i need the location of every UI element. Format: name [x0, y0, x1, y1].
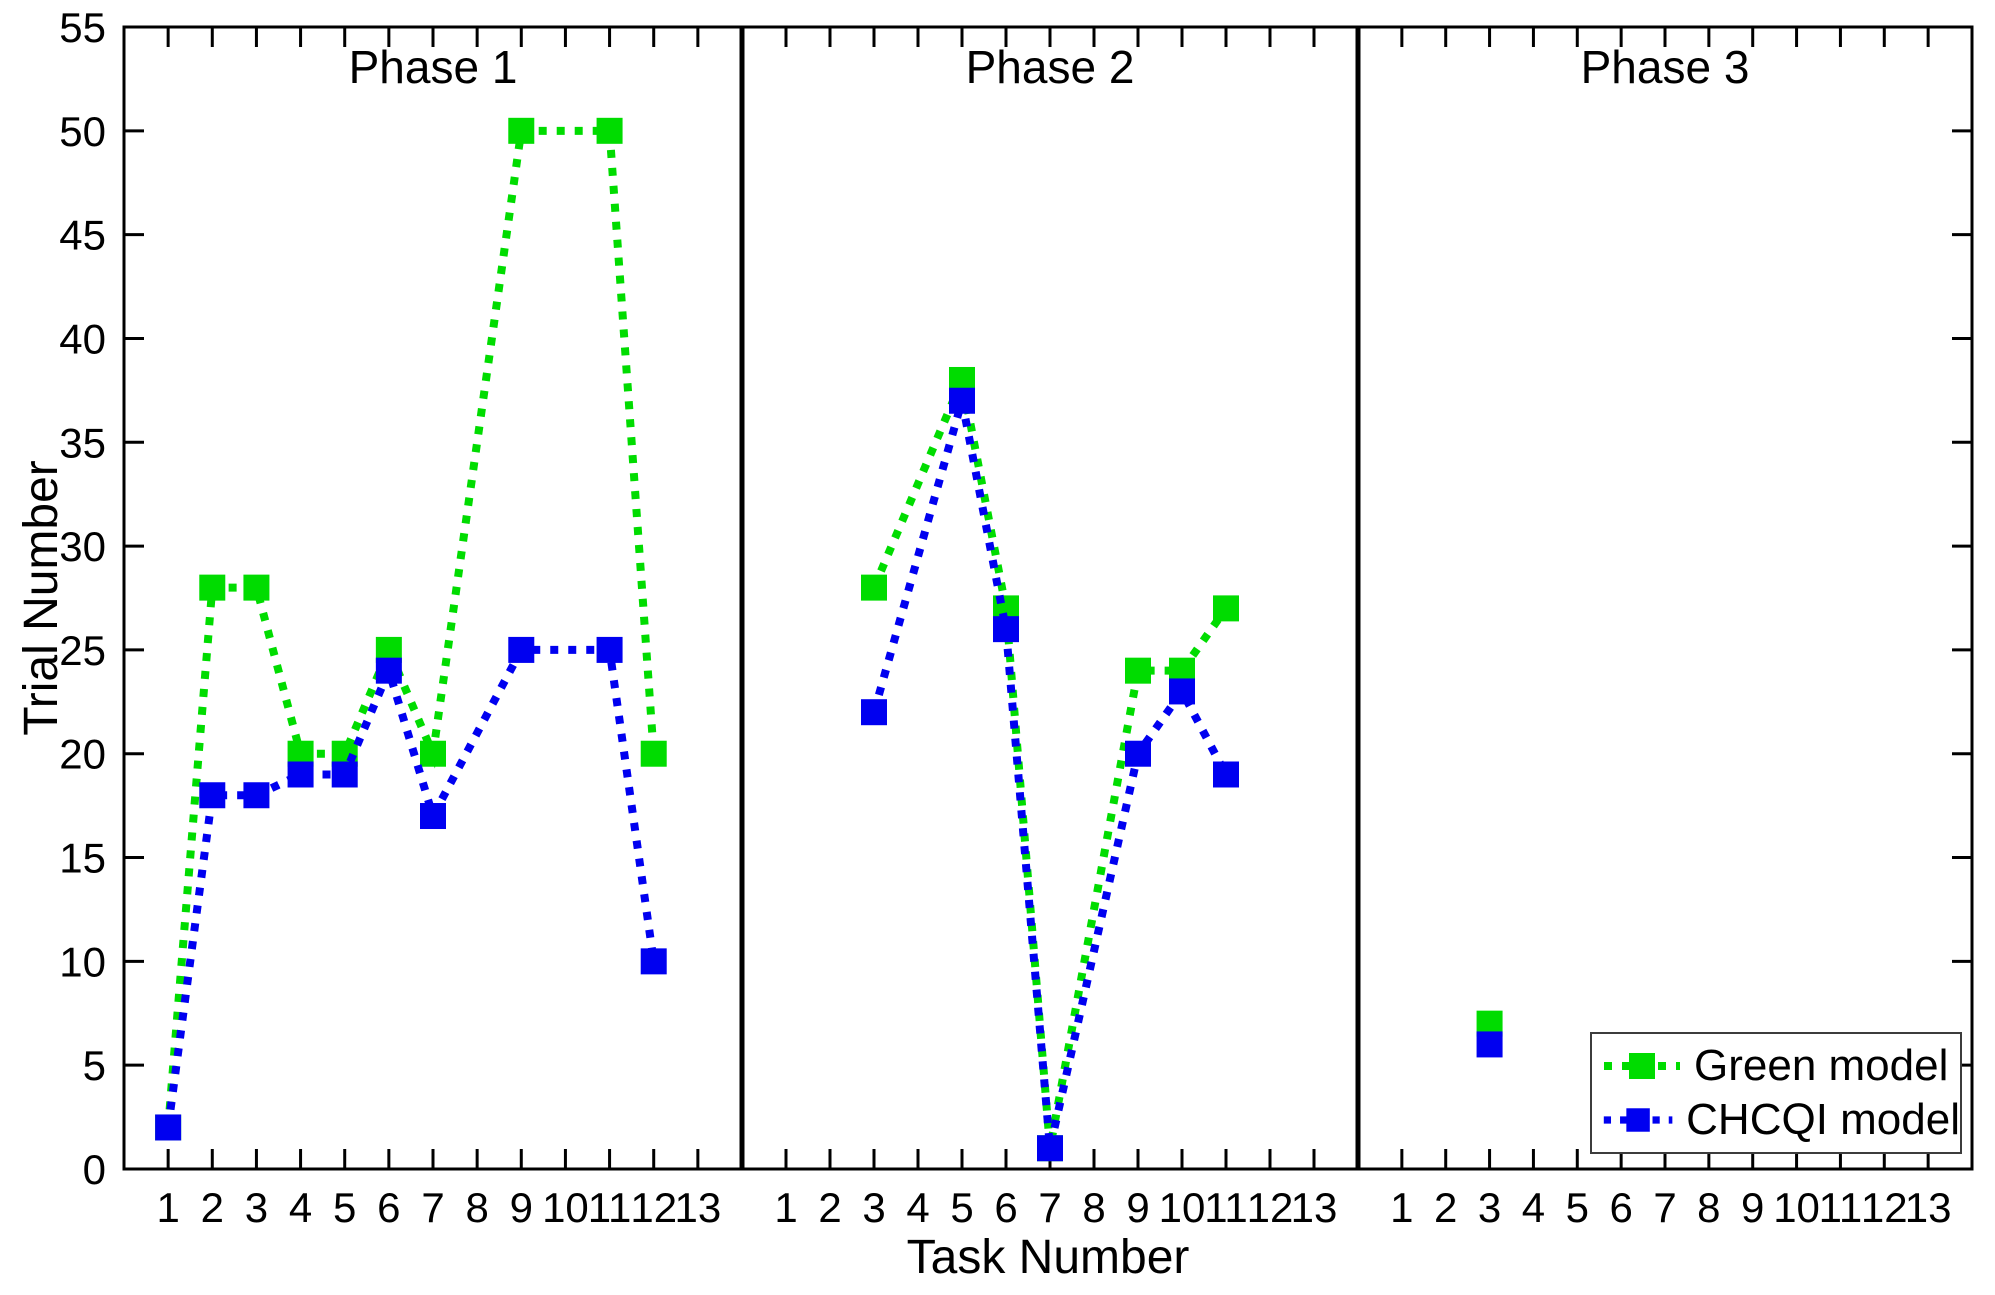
x-axis-label: Task Number	[906, 1231, 1190, 1284]
x-tick-label: 10	[542, 1184, 589, 1231]
x-tick-label: 7	[1038, 1184, 1061, 1231]
x-tick-label: 12	[630, 1184, 677, 1231]
x-tick-label: 7	[1653, 1184, 1676, 1231]
chcqi-model-marker	[287, 761, 314, 788]
chcqi-model-marker	[1037, 1135, 1063, 1162]
x-tick-label: 11	[588, 1184, 632, 1231]
phase-3-title: Phase 3	[1580, 41, 1750, 93]
x-tick-label: 4	[1522, 1184, 1545, 1231]
chcqi-model-marker	[1169, 678, 1195, 705]
x-tick-label: 10	[1773, 1184, 1820, 1231]
legend-item-chcqi-model: CHCQI model	[1602, 1098, 1960, 1142]
x-tick-label: 1	[156, 1184, 179, 1231]
chcqi-model-marker	[1476, 1031, 1503, 1058]
x-tick-label: 6	[377, 1184, 400, 1231]
x-tick-label: 2	[1434, 1184, 1457, 1231]
chcqi-model-marker	[331, 761, 358, 788]
y-tick-label: 30	[59, 523, 106, 570]
y-tick-label: 5	[83, 1042, 106, 1089]
x-tick-label: 5	[1566, 1184, 1589, 1231]
x-tick-label: 11	[1819, 1184, 1863, 1231]
x-tick-label: 4	[906, 1184, 929, 1231]
legend-label-green-model: Green model	[1694, 1041, 1949, 1090]
chcqi-model-marker	[596, 636, 623, 663]
y-tick-label: 35	[59, 419, 106, 466]
x-tick-label: 3	[862, 1184, 885, 1231]
x-tick-label: 1	[1390, 1184, 1413, 1231]
legend-label-chcqi-model: CHCQI model	[1686, 1095, 1960, 1144]
y-tick-label: 40	[59, 315, 106, 362]
x-tick-label: 5	[950, 1184, 973, 1231]
x-tick-label: 8	[465, 1184, 488, 1231]
x-tick-label: 13	[1905, 1184, 1952, 1231]
chcqi-model-marker	[861, 699, 887, 726]
y-tick-label: 10	[59, 938, 106, 985]
green-model-line	[164, 126, 658, 1128]
legend: Green model CHCQI model	[1590, 1032, 1962, 1154]
x-tick-label: 5	[333, 1184, 356, 1231]
x-tick-label: 1	[774, 1184, 797, 1231]
legend-item-green-model: Green model	[1602, 1044, 1960, 1088]
green-model-marker	[1125, 657, 1151, 684]
chcqi-model-line	[164, 645, 658, 1128]
x-tick-label: 4	[289, 1184, 312, 1231]
chcqi-model-marker	[243, 782, 270, 809]
x-tick-label: 6	[1609, 1184, 1632, 1231]
chcqi-model-marker	[375, 657, 402, 684]
x-tick-label: 13	[674, 1184, 721, 1231]
green-model-marker	[640, 740, 667, 767]
x-tick-label: 12	[1861, 1184, 1908, 1231]
y-tick-label: 25	[59, 627, 106, 674]
chcqi-model-marker	[155, 1114, 182, 1141]
chcqi-model-marker	[993, 616, 1019, 643]
green-model-marker	[199, 574, 226, 601]
phase-2-title: Phase 2	[965, 41, 1135, 93]
x-tick-label: 7	[421, 1184, 444, 1231]
chcqi-model-marker	[199, 782, 226, 809]
chcqi-model-marker	[420, 803, 446, 830]
x-tick-label: 9	[1741, 1184, 1764, 1231]
x-tick-label: 13	[1291, 1184, 1338, 1231]
green-model-marker	[596, 117, 623, 144]
x-tick-label: 12	[1247, 1184, 1294, 1231]
chcqi-model-line-sample	[1603, 1108, 1673, 1132]
green-model-marker	[1213, 595, 1239, 622]
plot-border	[122, 25, 1974, 1171]
chcqi-model-marker	[508, 636, 535, 663]
chcqi-model-marker	[949, 387, 975, 414]
green-model-marker	[508, 117, 535, 144]
x-tick-label: 2	[818, 1184, 841, 1231]
y-tick-label: 20	[59, 731, 106, 778]
x-tick-label: 9	[510, 1184, 533, 1231]
green-model-line-sample	[1604, 1053, 1680, 1079]
x-tick-label: 3	[245, 1184, 268, 1231]
chcqi-model-marker	[640, 948, 667, 975]
x-tick-label: 3	[1478, 1184, 1501, 1231]
green-model-marker	[861, 574, 887, 601]
chcqi-model-marker	[1213, 761, 1239, 788]
x-tick-label: 6	[994, 1184, 1017, 1231]
green-model-marker	[243, 574, 270, 601]
green-model-marker	[420, 740, 446, 767]
y-tick-label: 45	[59, 212, 106, 259]
phase-1-title: Phase 1	[348, 41, 518, 93]
green-model-sample-rect	[1629, 1053, 1655, 1079]
y-tick-label: 55	[59, 4, 106, 51]
y-tick-label: 50	[59, 108, 106, 155]
x-tick-label: 8	[1697, 1184, 1720, 1231]
x-tick-label: 9	[1126, 1184, 1149, 1231]
y-tick-label: 0	[83, 1146, 106, 1193]
x-tick-label: 8	[1082, 1184, 1105, 1231]
y-axis-label: Trial Number	[15, 460, 68, 736]
x-tick-label: 2	[201, 1184, 224, 1231]
chcqi-model-sample-rect	[1626, 1108, 1650, 1132]
x-tick-label: 11	[1204, 1184, 1248, 1231]
x-tick-label: 10	[1159, 1184, 1206, 1231]
chcqi-model-marker	[1125, 740, 1151, 767]
y-tick-label: 15	[59, 835, 106, 882]
